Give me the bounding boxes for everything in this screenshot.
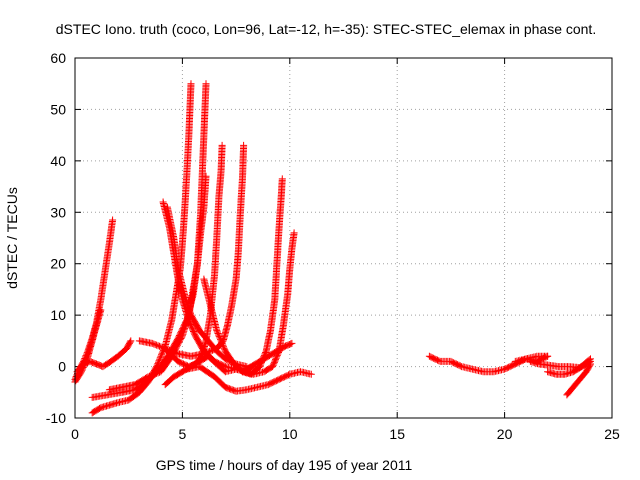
series-6-markers <box>88 80 210 401</box>
series-18-markers <box>544 357 594 378</box>
series-3 <box>73 337 135 376</box>
x-tick-label: 5 <box>179 426 187 442</box>
series-19 <box>563 360 594 399</box>
x-tick-label: 15 <box>389 426 405 442</box>
y-tick-label: 20 <box>50 256 66 272</box>
x-axis-title: GPS time / hours of day 195 of year 2011 <box>156 457 413 473</box>
series-13 <box>183 363 315 395</box>
y-axis-title: dSTEC / TECUs <box>4 187 20 289</box>
series-14 <box>239 339 296 376</box>
y-tick-label: 40 <box>50 153 66 169</box>
x-tick-labels: 0 5 10 15 20 25 <box>71 426 620 442</box>
y-tick-label: 0 <box>58 359 66 375</box>
series-18 <box>544 357 594 378</box>
chart-title: dSTEC Iono. truth (coco, Lon=96, Lat=-12… <box>56 21 596 37</box>
series-13-markers <box>183 363 315 395</box>
series-16 <box>511 352 552 365</box>
series-6 <box>88 80 210 401</box>
series-1-markers <box>71 216 117 383</box>
x-tick-label: 25 <box>604 426 620 442</box>
series-16-markers <box>511 352 552 365</box>
series-14-markers <box>239 339 296 376</box>
y-tick-label: 60 <box>50 50 66 66</box>
series-1 <box>71 216 117 383</box>
y-tick-label: 50 <box>50 101 66 117</box>
series-4 <box>88 80 195 417</box>
series-4-markers <box>88 80 195 417</box>
plot-frame <box>74 57 613 419</box>
y-tick-labels: -10 0 10 20 30 40 50 60 <box>46 50 66 426</box>
y-tick-label: -10 <box>46 410 66 426</box>
series-3-markers <box>73 337 135 376</box>
x-tick-label: 10 <box>282 426 298 442</box>
series-19-markers <box>563 360 594 399</box>
series-layer <box>71 80 594 417</box>
y-tick-label: 30 <box>50 204 66 220</box>
x-tick-label: 20 <box>497 426 513 442</box>
x-tick-label: 0 <box>71 426 79 442</box>
grid <box>75 58 612 418</box>
y-tick-label: 10 <box>50 307 66 323</box>
